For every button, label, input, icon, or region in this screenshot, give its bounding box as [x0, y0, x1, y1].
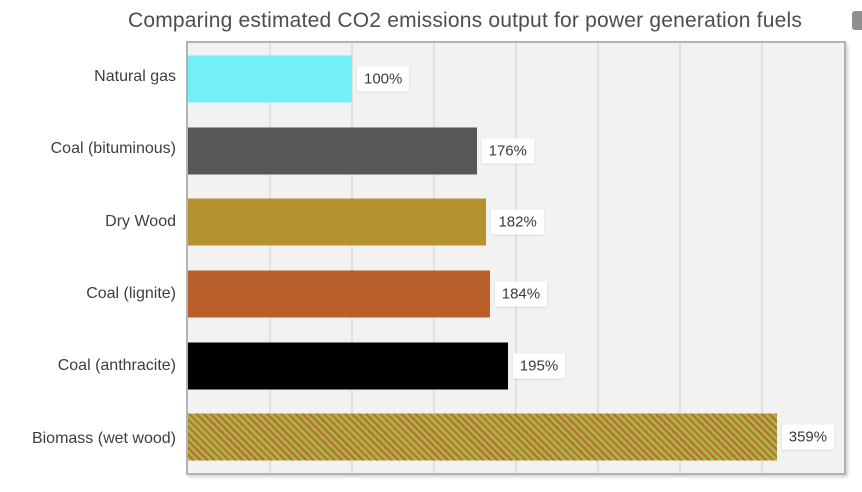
gridline [433, 43, 435, 473]
value-label-dry-wood: 182% [491, 209, 544, 235]
bar-row-coal-anthracite: 195% [188, 330, 844, 402]
value-label-natural-gas: 100% [357, 66, 410, 92]
bar-row-coal-lignite: 184% [188, 258, 844, 330]
bar-row-natural-gas: 100% [188, 43, 844, 115]
gridline [761, 43, 763, 473]
gridline [515, 43, 517, 473]
bar-biomass-wet-wood [188, 413, 777, 461]
bar-row-biomass-wet-wood: 359% [188, 401, 844, 473]
bar-coal-lignite [188, 270, 490, 318]
value-label-biomass-wet-wood: 359% [781, 424, 835, 450]
category-label-biomass-wet-wood: Biomass (wet wood) [31, 429, 176, 447]
gridline [351, 43, 353, 473]
value-label-coal-bituminous: 176% [481, 138, 534, 163]
bar-dry-wood [188, 198, 487, 246]
category-label-dry-wood: Dry Wood [105, 212, 176, 230]
chart-title: Comparing estimated CO2 emissions output… [127, 9, 803, 32]
gridline [679, 43, 681, 473]
category-label-coal-anthracite: Coal (anthracite) [57, 357, 176, 375]
bar-natural-gas [188, 55, 352, 103]
bar-row-dry-wood: 182% [188, 186, 844, 258]
clipped-ui-fragment [852, 11, 862, 30]
bar-rows: 100% 176% 182% 184% 195% [188, 43, 844, 473]
category-label-coal-lignite: Coal (lignite) [86, 285, 176, 303]
category-label-coal-bituminous: Coal (bituminous) [50, 140, 176, 158]
bar-coal-bituminous [188, 127, 477, 174]
plot-area: 100% 176% 182% 184% 195% [186, 41, 846, 475]
gridline [269, 43, 271, 473]
category-axis: Natural gas Coal (bituminous) Dry Wood C… [0, 41, 176, 475]
bar-row-coal-bituminous: 176% [188, 115, 844, 187]
bar-coal-anthracite [188, 342, 508, 390]
category-label-natural-gas: Natural gas [94, 68, 176, 86]
value-label-coal-lignite: 184% [494, 281, 548, 307]
gridline [597, 43, 599, 473]
value-label-coal-anthracite: 195% [512, 353, 566, 379]
